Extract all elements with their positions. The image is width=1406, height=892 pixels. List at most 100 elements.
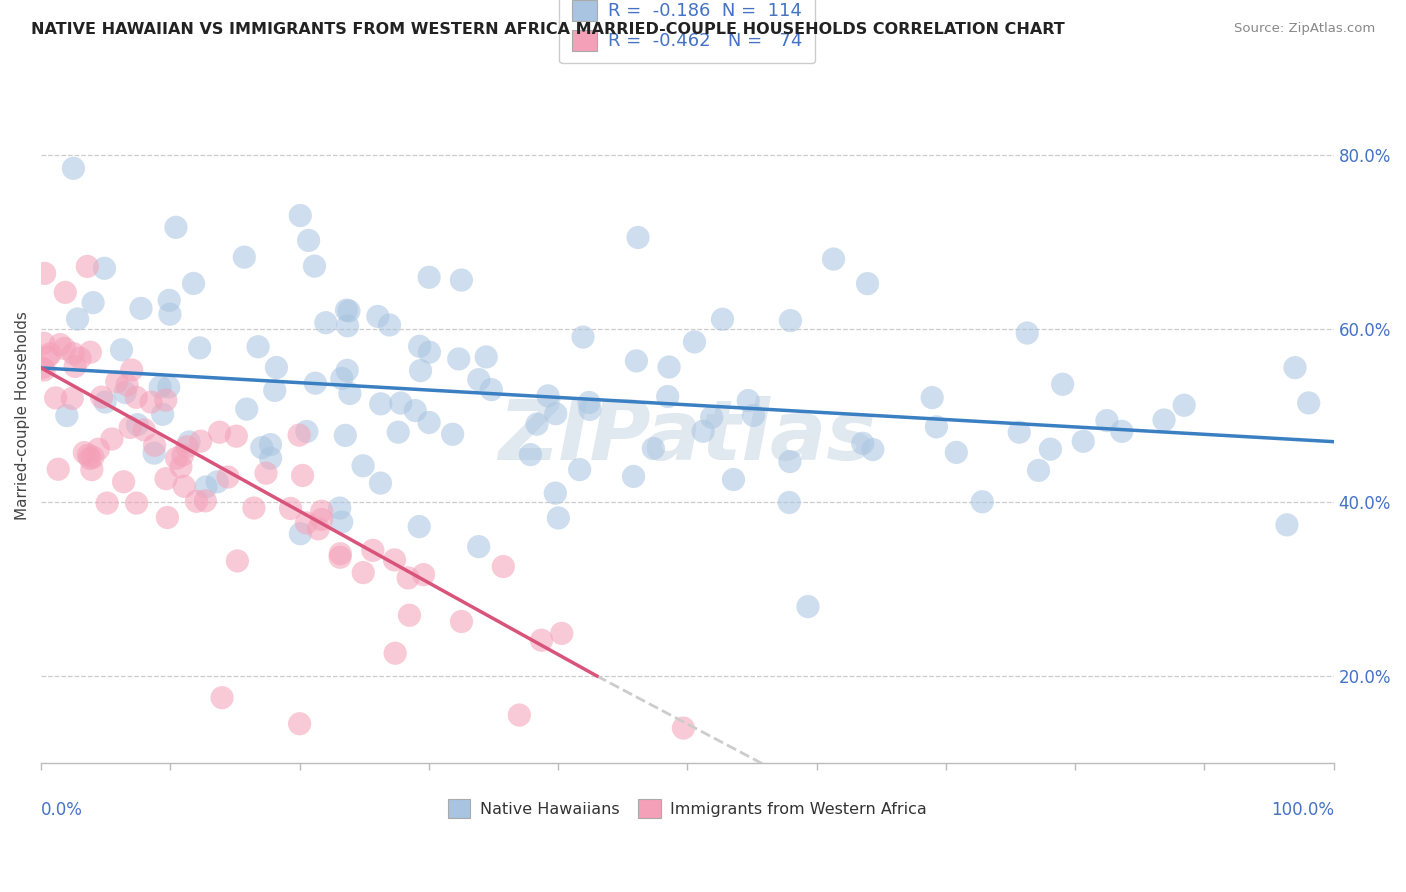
Point [208,425,231,440]
Point [115,378,138,392]
Point [711,312,734,326]
Point [211,690,233,705]
Point [329,550,352,565]
Point [551,626,574,640]
Point [77,448,100,462]
Point [105,375,128,389]
Point [568,462,591,476]
Point [544,407,567,421]
Point [149,380,172,394]
Point [307,522,329,536]
Point [288,716,311,731]
Point [31,360,53,375]
Point [143,446,166,460]
Y-axis label: Married-couple Households: Married-couple Households [15,311,30,520]
Point [39,347,62,361]
Point [384,646,406,660]
Point [53,285,76,300]
Point [468,373,491,387]
Point [330,515,353,529]
Point [288,428,311,442]
Point [329,547,352,561]
Point [1095,413,1118,427]
Point [530,633,553,648]
Point [87,442,110,457]
Point [166,451,188,466]
Point [304,376,326,391]
Point [188,341,211,355]
Point [233,250,256,264]
Point [291,468,314,483]
Point [856,277,879,291]
Point [544,486,567,500]
Point [96,496,118,510]
Point [447,351,470,366]
Point [578,395,600,409]
Point [1017,326,1039,340]
Point [66,312,89,326]
Point [217,470,239,484]
Point [235,402,257,417]
Point [352,458,374,473]
Point [335,303,357,318]
Point [370,397,392,411]
Point [101,432,124,446]
Point [398,608,420,623]
Point [304,259,326,273]
Point [526,417,548,431]
Point [972,495,994,509]
Point [139,395,162,409]
Point [112,475,135,489]
Point [409,363,432,377]
Point [479,383,502,397]
Point [657,390,679,404]
Point [176,440,198,454]
Point [172,448,194,462]
Point [862,442,884,457]
Point [627,230,650,244]
Point [110,343,132,357]
Point [290,209,312,223]
Point [1298,396,1320,410]
Point [1111,425,1133,439]
Point [129,301,152,316]
Point [263,384,285,398]
Point [259,437,281,451]
Point [56,409,79,423]
Point [658,359,681,374]
Point [352,566,374,580]
Point [508,708,530,723]
Point [330,371,353,385]
Point [297,234,319,248]
Point [418,416,440,430]
Point [280,501,302,516]
Point [37,350,59,364]
Point [672,721,695,735]
Point [62,161,84,176]
Point [194,493,217,508]
Point [90,390,112,404]
Point [62,346,84,360]
Text: NATIVE HAWAIIAN VS IMMIGRANTS FROM WESTERN AFRICA MARRIED-COUPLE HOUSEHOLDS CORR: NATIVE HAWAIIAN VS IMMIGRANTS FROM WESTE… [31,22,1064,37]
Point [254,466,277,480]
Point [370,476,392,491]
Point [418,270,440,285]
Point [207,475,229,489]
Point [32,363,55,377]
Point [1173,398,1195,412]
Point [225,429,247,443]
Point [79,345,101,359]
Point [155,472,177,486]
Point [450,273,472,287]
Point [157,293,180,308]
Point [404,403,426,417]
Point [547,511,569,525]
Point [134,423,156,437]
Point [155,393,177,408]
Text: 0.0%: 0.0% [41,801,83,819]
Point [1052,377,1074,392]
Point [80,462,103,476]
Point [311,504,333,518]
Point [266,360,288,375]
Point [76,260,98,274]
